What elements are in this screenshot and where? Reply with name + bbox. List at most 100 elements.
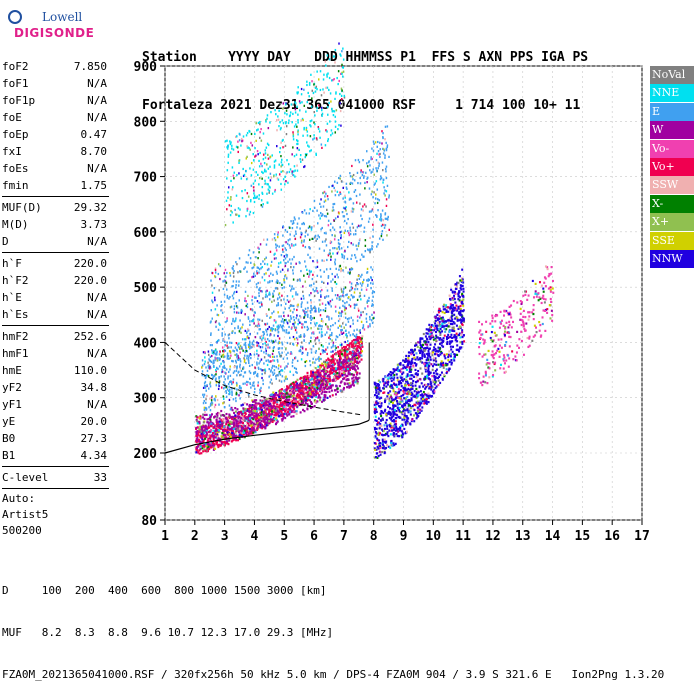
echo-point bbox=[353, 352, 355, 354]
echo-point bbox=[221, 386, 223, 388]
echo-point bbox=[385, 142, 387, 144]
echo-point bbox=[444, 328, 446, 330]
echo-point bbox=[328, 220, 330, 222]
echo-point bbox=[439, 382, 441, 384]
echo-point bbox=[332, 324, 334, 326]
echo-point bbox=[263, 420, 265, 422]
echo-point bbox=[339, 385, 341, 387]
echo-point bbox=[435, 373, 437, 375]
echo-point bbox=[421, 355, 423, 357]
echo-point bbox=[289, 233, 291, 235]
echo-point bbox=[332, 359, 334, 361]
echo-point bbox=[456, 349, 458, 351]
echo-point bbox=[207, 370, 209, 372]
echo-point bbox=[315, 367, 317, 369]
echo-point bbox=[399, 427, 401, 429]
echo-point bbox=[229, 421, 231, 423]
echo-point bbox=[414, 390, 416, 392]
echo-point bbox=[352, 296, 354, 298]
echo-point bbox=[396, 367, 398, 369]
echo-point bbox=[352, 380, 354, 382]
echo-point bbox=[206, 434, 208, 436]
echo-point bbox=[225, 269, 227, 271]
echo-point bbox=[428, 378, 430, 380]
echo-point bbox=[248, 357, 250, 359]
echo-point bbox=[345, 346, 347, 348]
echo-point bbox=[424, 353, 426, 355]
echo-point bbox=[433, 372, 435, 374]
echo-point bbox=[326, 359, 328, 361]
echo-point bbox=[344, 302, 346, 304]
echo-point bbox=[286, 378, 288, 380]
echo-point bbox=[430, 363, 432, 365]
echo-point bbox=[393, 390, 395, 392]
echo-point bbox=[336, 372, 338, 374]
echo-point bbox=[281, 342, 283, 344]
echo-point bbox=[344, 357, 346, 359]
echo-point bbox=[282, 234, 284, 236]
echo-point bbox=[318, 360, 320, 362]
echo-point bbox=[452, 310, 454, 312]
echo-point bbox=[320, 358, 322, 360]
echo-point bbox=[386, 419, 388, 421]
echo-point bbox=[343, 332, 345, 334]
echo-point bbox=[326, 388, 328, 390]
echo-point bbox=[421, 406, 423, 408]
echo-point bbox=[249, 382, 251, 384]
echo-point bbox=[324, 396, 326, 398]
echo-point bbox=[376, 438, 378, 440]
echo-point bbox=[312, 278, 314, 280]
echo-point bbox=[224, 284, 226, 286]
echo-point bbox=[439, 348, 441, 350]
echo-point bbox=[314, 339, 316, 341]
echo-point bbox=[235, 397, 237, 399]
echo-point bbox=[309, 391, 311, 393]
x-tick-label: 1 bbox=[161, 529, 169, 544]
x-tick-label: 2 bbox=[191, 529, 199, 544]
echo-point bbox=[385, 224, 387, 226]
echo-point bbox=[388, 373, 390, 375]
echo-point bbox=[421, 372, 423, 374]
echo-point bbox=[205, 387, 207, 389]
echo-point bbox=[404, 361, 406, 363]
echo-point bbox=[292, 311, 294, 313]
echo-point bbox=[354, 304, 356, 306]
echo-point bbox=[301, 323, 303, 325]
echo-point bbox=[227, 377, 229, 379]
echo-point bbox=[223, 398, 225, 400]
echo-point bbox=[382, 209, 384, 211]
echo-point bbox=[442, 379, 444, 381]
echo-point bbox=[213, 426, 215, 428]
echo-point bbox=[210, 280, 212, 282]
echo-point bbox=[280, 370, 282, 372]
echo-point bbox=[367, 268, 369, 270]
echo-point bbox=[323, 271, 325, 273]
echo-point bbox=[378, 439, 380, 441]
echo-point bbox=[415, 344, 417, 346]
echo-point bbox=[361, 218, 363, 220]
echo-point bbox=[431, 385, 433, 387]
echo-point bbox=[280, 414, 282, 416]
echo-point bbox=[262, 412, 264, 414]
echo-point bbox=[461, 331, 463, 333]
echo-point bbox=[386, 444, 388, 446]
echo-point bbox=[357, 340, 359, 342]
echo-point bbox=[243, 344, 245, 346]
echo-point bbox=[325, 307, 327, 309]
echo-point bbox=[339, 350, 341, 352]
echo-point bbox=[328, 337, 330, 339]
echo-point bbox=[413, 357, 415, 359]
echo-point bbox=[272, 356, 274, 358]
echo-point bbox=[402, 380, 404, 382]
echo-point bbox=[361, 337, 363, 339]
echo-point bbox=[238, 285, 240, 287]
echo-point bbox=[333, 342, 335, 344]
echo-point bbox=[367, 325, 369, 327]
echo-point bbox=[286, 354, 288, 356]
echo-point bbox=[257, 257, 259, 259]
echo-point bbox=[246, 381, 248, 383]
echo-point bbox=[384, 428, 386, 430]
echo-point bbox=[289, 332, 291, 334]
echo-point bbox=[239, 397, 241, 399]
echo-point bbox=[458, 290, 460, 292]
